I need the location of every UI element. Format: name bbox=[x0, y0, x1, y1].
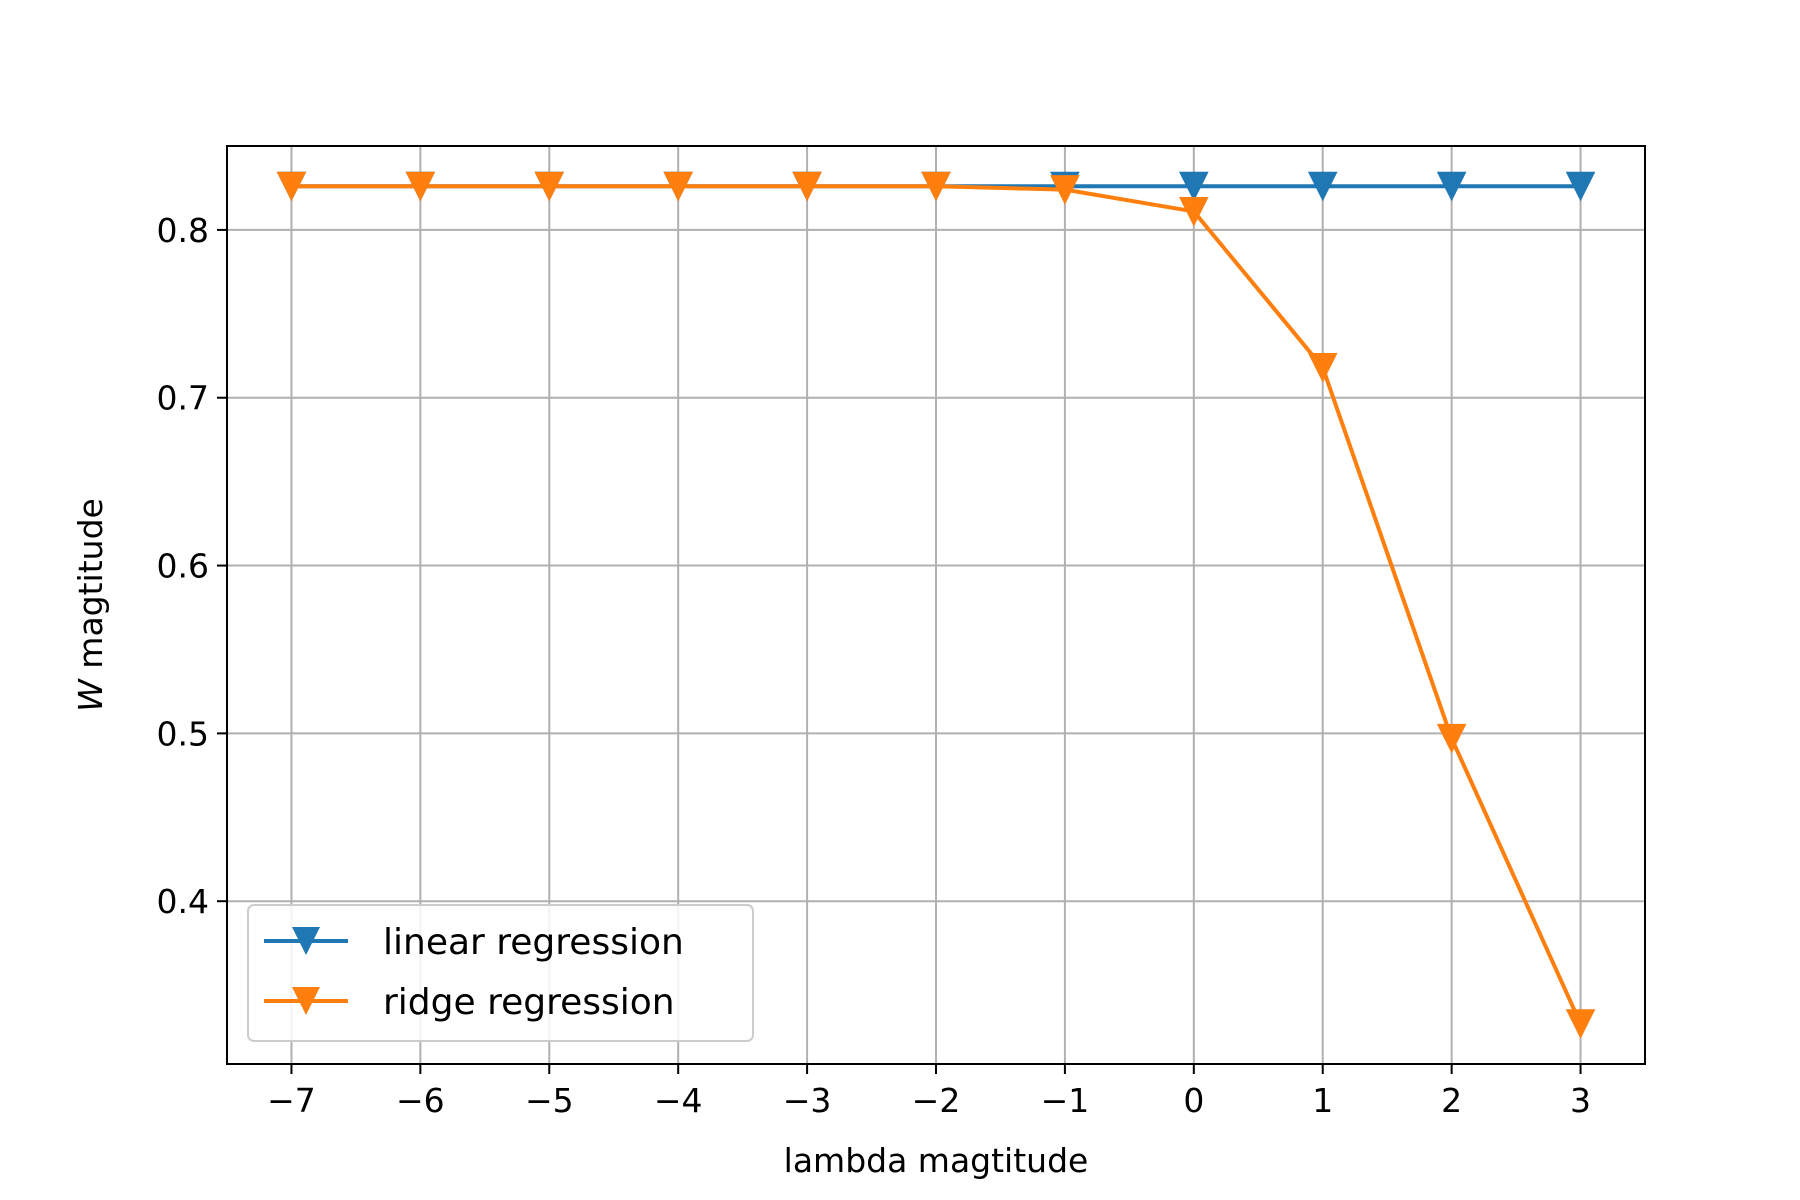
x-tick-label: −1 bbox=[1041, 1081, 1090, 1120]
data-point-marker bbox=[276, 171, 307, 202]
legend-entry: ridge regression bbox=[264, 982, 675, 1023]
y-tick-label: 0.7 bbox=[157, 379, 209, 418]
axis-ticks: −7 −6 −5 −4 −3 −2 −1 0 1 2 3 0.4 0.5 0.6 0.7 0.8 bbox=[157, 211, 1592, 1120]
y-tick-label: 0.8 bbox=[157, 211, 209, 250]
data-point-marker bbox=[1436, 171, 1467, 202]
y-axis-title-text: magtitude bbox=[71, 498, 110, 679]
x-tick-label: 2 bbox=[1441, 1081, 1462, 1120]
x-tick-label: −7 bbox=[267, 1081, 316, 1120]
x-tick-label: −3 bbox=[783, 1081, 832, 1120]
y-axis-title-symbol: W bbox=[71, 678, 110, 712]
series-ridge-regression bbox=[276, 171, 1596, 1039]
data-point-marker bbox=[1436, 723, 1467, 754]
data-point-marker bbox=[1565, 1009, 1596, 1039]
legend-swatch-marker bbox=[292, 927, 320, 955]
data-point-marker bbox=[1307, 171, 1338, 202]
x-tick-label: 3 bbox=[1570, 1081, 1591, 1120]
legend-box bbox=[247, 904, 754, 1042]
grid bbox=[227, 146, 1645, 1064]
data-point-marker bbox=[663, 171, 693, 202]
data-point-marker bbox=[1050, 175, 1080, 205]
data-point-marker bbox=[1179, 171, 1209, 202]
data-series bbox=[276, 171, 1596, 1039]
y-tick-label: 0.5 bbox=[157, 714, 209, 753]
x-axis-title: lambda magtitude bbox=[784, 1141, 1089, 1180]
data-point-marker bbox=[1307, 353, 1338, 383]
x-tick-label: −6 bbox=[396, 1081, 445, 1120]
legend-entry: linear regression bbox=[264, 922, 684, 963]
data-point-marker bbox=[792, 171, 822, 202]
legend-swatch-marker bbox=[292, 987, 320, 1015]
data-point-marker bbox=[921, 171, 951, 202]
y-tick-label: 0.4 bbox=[157, 882, 209, 921]
data-point-marker bbox=[534, 171, 565, 202]
x-tick-label: 0 bbox=[1183, 1081, 1204, 1120]
data-point-marker bbox=[405, 171, 436, 202]
y-tick-label: 0.6 bbox=[157, 547, 209, 586]
legend: linear regression ridge regression bbox=[247, 904, 754, 1042]
data-point-marker bbox=[1179, 196, 1209, 227]
x-tick-label: −5 bbox=[525, 1081, 574, 1120]
y-axis-title: W magtitude bbox=[71, 498, 110, 712]
legend-label: ridge regression bbox=[383, 982, 675, 1023]
x-tick-label: 1 bbox=[1312, 1081, 1333, 1120]
x-tick-label: −4 bbox=[654, 1081, 703, 1120]
legend-label: linear regression bbox=[383, 922, 684, 963]
data-point-marker bbox=[1565, 171, 1596, 202]
x-tick-label: −2 bbox=[912, 1081, 961, 1120]
